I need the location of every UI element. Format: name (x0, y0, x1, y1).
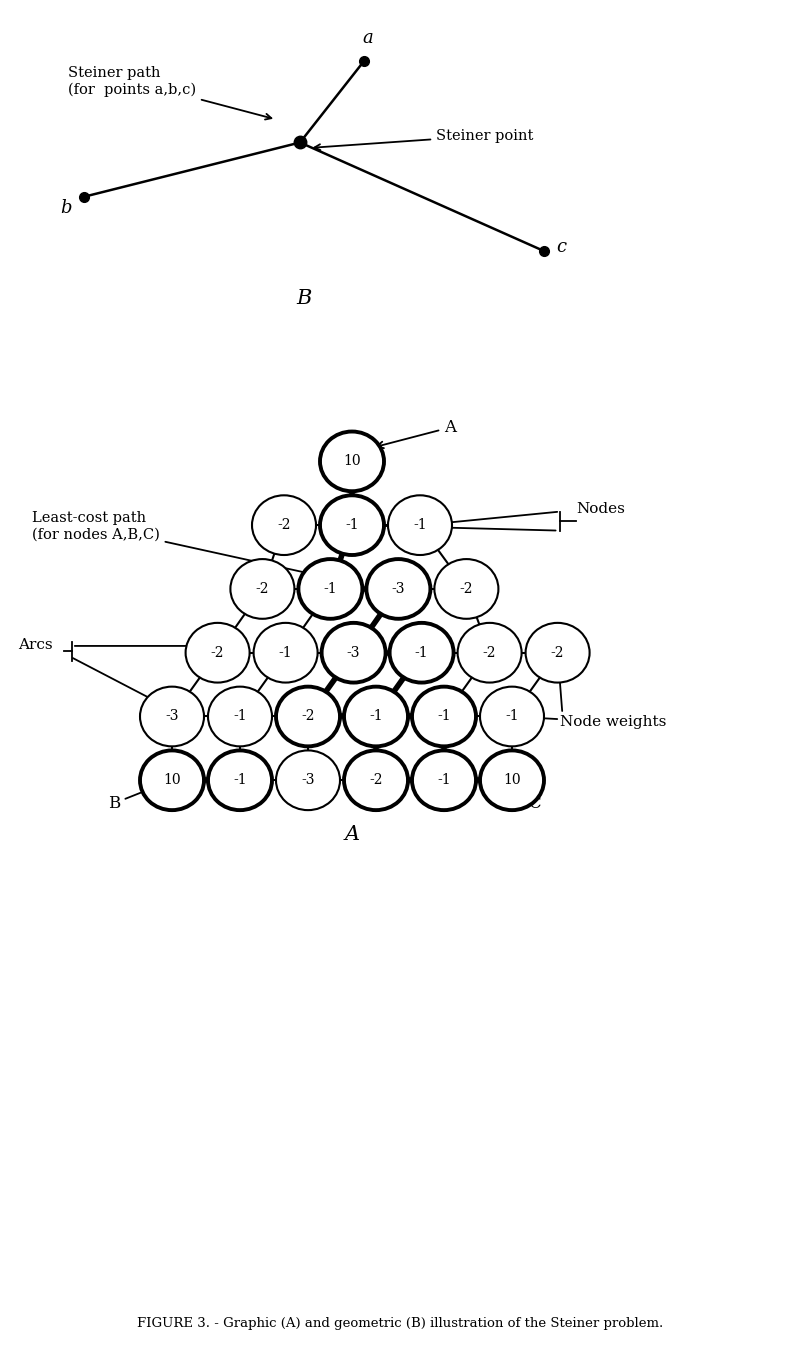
Text: -1: -1 (437, 710, 451, 723)
Ellipse shape (344, 750, 408, 810)
Text: -1: -1 (345, 518, 359, 532)
Text: -1: -1 (233, 710, 247, 723)
Text: b: b (61, 198, 72, 217)
Ellipse shape (230, 559, 294, 619)
Ellipse shape (322, 623, 386, 683)
Ellipse shape (480, 750, 544, 810)
Text: -2: -2 (256, 582, 269, 596)
Ellipse shape (276, 687, 340, 746)
Text: -2: -2 (278, 518, 290, 532)
Text: -1: -1 (437, 773, 451, 787)
Text: -3: -3 (347, 646, 360, 660)
Ellipse shape (480, 687, 544, 746)
Ellipse shape (298, 559, 362, 619)
Ellipse shape (458, 623, 522, 683)
Text: -1: -1 (414, 646, 429, 660)
Text: -1: -1 (369, 710, 383, 723)
Text: -1: -1 (505, 710, 519, 723)
Text: -2: -2 (551, 646, 564, 660)
Text: -2: -2 (460, 582, 473, 596)
Ellipse shape (526, 623, 590, 683)
Text: -1: -1 (278, 646, 293, 660)
Text: C: C (515, 784, 541, 811)
Text: Arcs: Arcs (18, 638, 52, 651)
Ellipse shape (412, 750, 476, 810)
Ellipse shape (208, 750, 272, 810)
Ellipse shape (276, 750, 340, 810)
Text: 10: 10 (163, 773, 181, 787)
Ellipse shape (390, 623, 454, 683)
Ellipse shape (412, 687, 476, 746)
Text: Steiner path
(for  points a,b,c): Steiner path (for points a,b,c) (68, 66, 271, 119)
Ellipse shape (320, 432, 384, 491)
Text: c: c (556, 237, 566, 256)
Text: -1: -1 (233, 773, 247, 787)
Text: -3: -3 (302, 773, 314, 787)
Text: A: A (345, 825, 359, 844)
Ellipse shape (434, 559, 498, 619)
Text: -3: -3 (392, 582, 405, 596)
Ellipse shape (366, 559, 430, 619)
Text: B: B (108, 782, 167, 811)
Text: -2: -2 (483, 646, 496, 660)
Text: -1: -1 (413, 518, 427, 532)
Ellipse shape (208, 687, 272, 746)
Ellipse shape (344, 687, 408, 746)
Ellipse shape (252, 495, 316, 555)
Text: -1: -1 (323, 582, 338, 596)
Text: -3: -3 (166, 710, 178, 723)
Text: -2: -2 (302, 710, 314, 723)
Text: A: A (377, 419, 456, 448)
Text: 10: 10 (503, 773, 521, 787)
Text: -2: -2 (211, 646, 224, 660)
Text: 10: 10 (343, 455, 361, 468)
Ellipse shape (320, 495, 384, 555)
Ellipse shape (254, 623, 318, 683)
Text: Nodes: Nodes (576, 502, 625, 516)
Ellipse shape (388, 495, 452, 555)
Text: Steiner point: Steiner point (314, 129, 534, 151)
Text: a: a (362, 30, 374, 47)
Ellipse shape (140, 750, 204, 810)
Ellipse shape (186, 623, 250, 683)
Text: -2: -2 (370, 773, 382, 787)
Ellipse shape (140, 687, 204, 746)
Text: Node weights: Node weights (560, 715, 666, 729)
Text: B: B (296, 289, 312, 308)
Text: FIGURE 3. - Graphic (A) and geometric (B) illustration of the Steiner problem.: FIGURE 3. - Graphic (A) and geometric (B… (137, 1316, 663, 1330)
Text: Least-cost path
(for nodes A,B,C): Least-cost path (for nodes A,B,C) (32, 512, 326, 578)
